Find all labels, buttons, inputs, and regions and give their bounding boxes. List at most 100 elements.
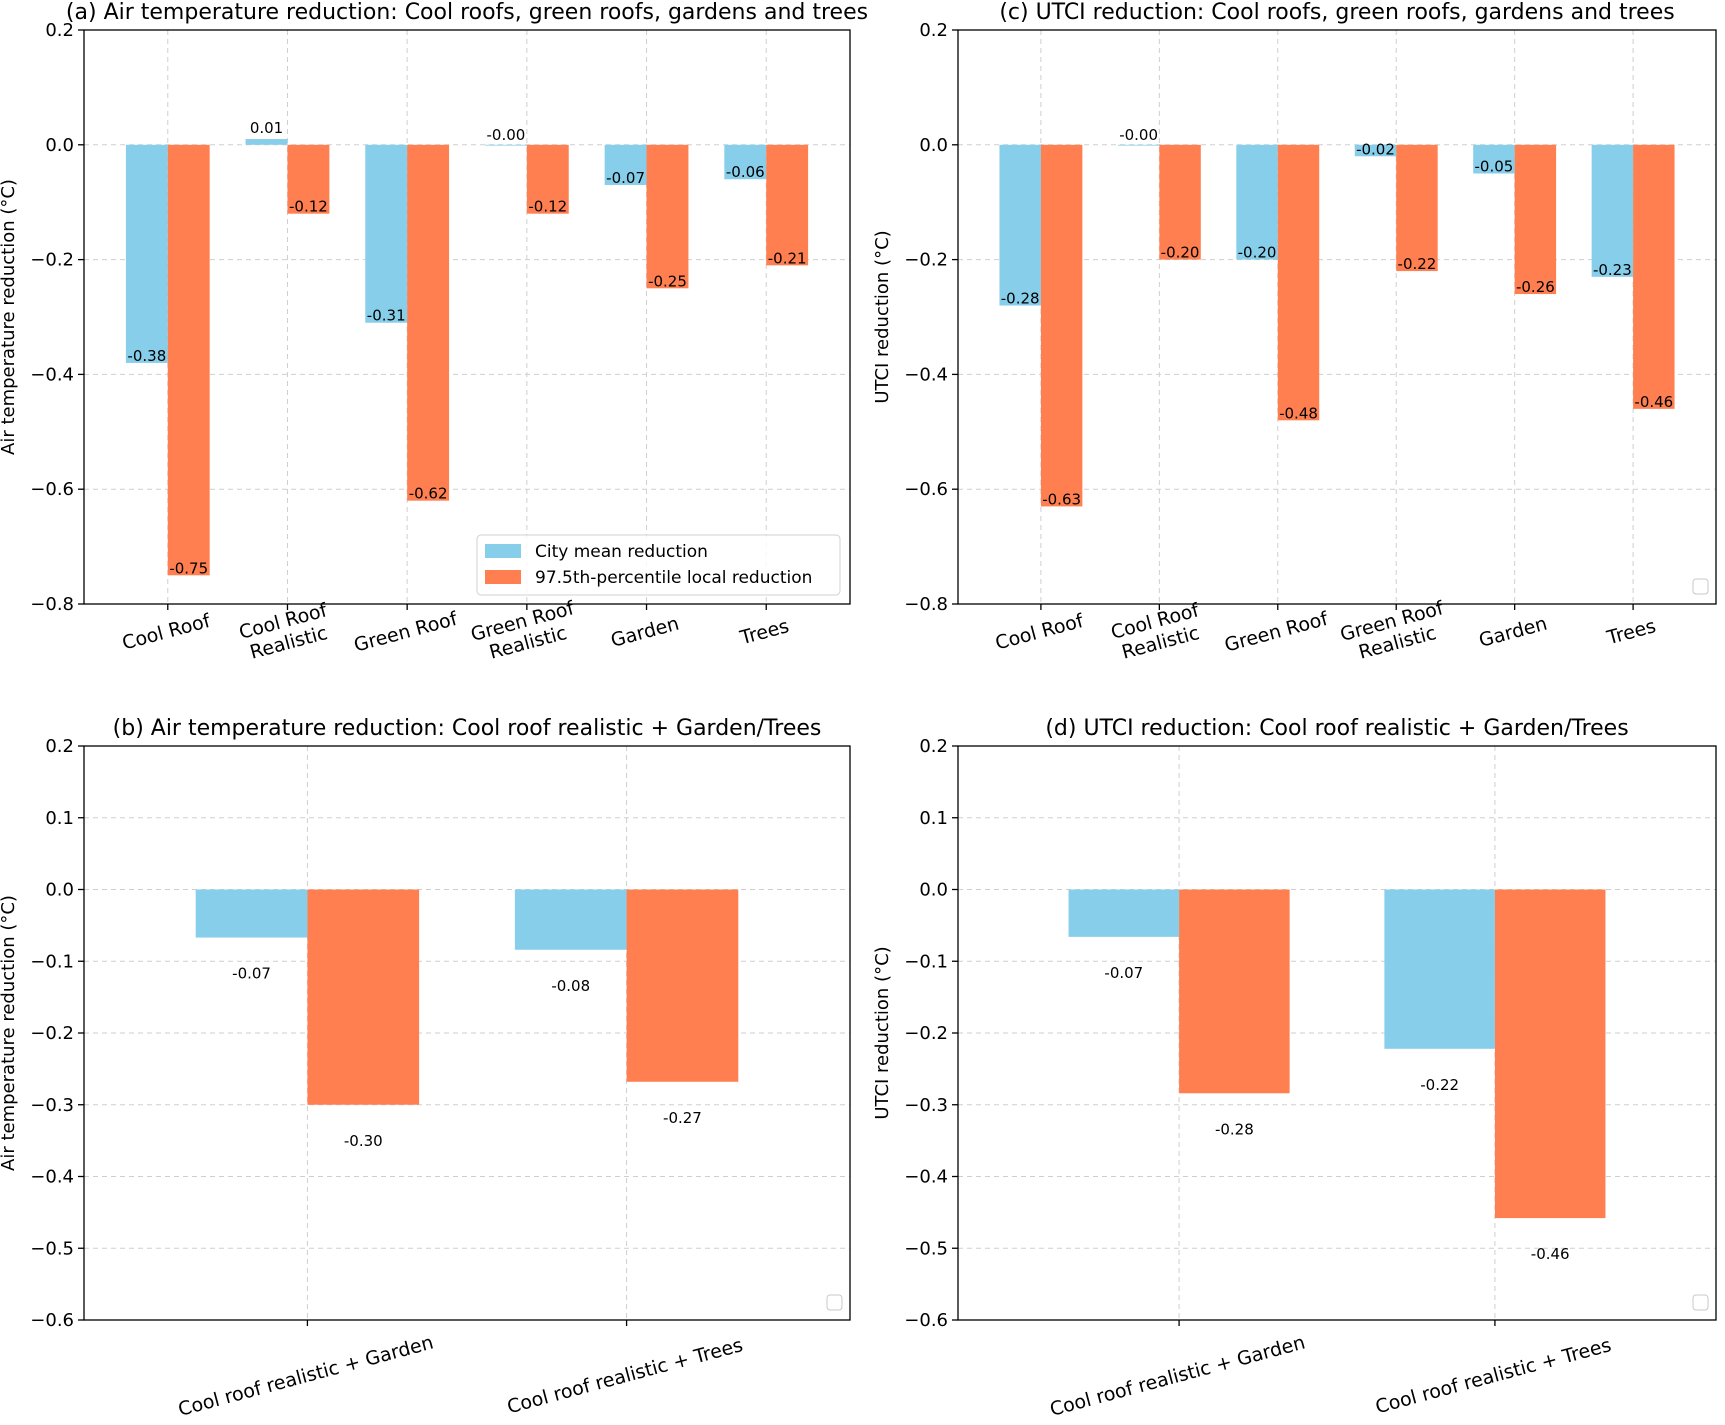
- y-tick-label: −0.8: [30, 594, 74, 615]
- data-label: 0.01: [250, 119, 283, 137]
- legend-box: [1692, 1294, 1709, 1311]
- y-tick-label: −0.6: [30, 1310, 74, 1331]
- bar-series-1: [1117, 144, 1160, 146]
- y-tick-label: 0.0: [45, 135, 74, 156]
- bar-series-2: [1633, 144, 1675, 409]
- bar-series-1: [1068, 889, 1180, 937]
- bar-series-1: [1591, 144, 1634, 277]
- data-label: -0.05: [1475, 158, 1514, 176]
- bar-series-1: [1236, 144, 1278, 260]
- bar-series-1: [1473, 144, 1515, 174]
- legend-label: 97.5th-percentile local reduction: [535, 568, 812, 588]
- bar-series-2: [167, 144, 210, 576]
- data-label: -0.26: [1516, 278, 1555, 296]
- chart-title: (b) Air temperature reduction: Cool roof…: [113, 716, 822, 741]
- x-tick-label-group: Cool Roof: [120, 610, 214, 655]
- y-tick-label: −0.1: [30, 951, 74, 972]
- x-tick-label-group: Cool roof realistic + Trees: [1373, 1334, 1613, 1418]
- data-label: -0.21: [768, 249, 807, 267]
- bar-series-2: [526, 144, 569, 214]
- x-tick-label-group: Cool roof realistic + Garden: [1048, 1332, 1308, 1421]
- chart-title: (d) UTCI reduction: Cool roof realistic …: [1045, 716, 1628, 741]
- chart-title: (a) Air temperature reduction: Cool roof…: [66, 0, 868, 25]
- y-tick-label: −0.3: [904, 1095, 948, 1116]
- bar-series-2: [1396, 144, 1438, 272]
- x-tick-label-group: Cool Roof: [993, 610, 1087, 655]
- x-tick-label: Garden: [608, 613, 681, 652]
- data-label: -0.25: [648, 272, 687, 290]
- legend-label: City mean reduction: [535, 542, 708, 562]
- bar-series-1: [125, 144, 168, 363]
- data-label: -0.30: [344, 1132, 383, 1150]
- y-tick-label: −0.1: [904, 951, 948, 972]
- bar-series-1: [484, 144, 527, 146]
- y-tick-label: −0.2: [904, 1023, 948, 1044]
- bar-series-1: [245, 139, 288, 145]
- y-tick-label: −0.4: [30, 364, 74, 385]
- data-label: -0.27: [663, 1109, 702, 1127]
- y-axis-label: UTCI reduction (°C): [872, 946, 893, 1119]
- y-tick-label: −0.4: [904, 364, 948, 385]
- x-tick-label: Trees: [737, 615, 791, 649]
- legend-box: [476, 534, 841, 596]
- y-tick-label: 0.2: [45, 736, 74, 757]
- y-tick-label: 0.2: [919, 736, 948, 757]
- bar-series-2: [287, 144, 330, 214]
- bar-series-1: [365, 144, 408, 323]
- y-tick-label: −0.6: [904, 1310, 948, 1331]
- x-tick-label: Cool Roof: [120, 610, 214, 655]
- bar-series-1: [195, 889, 308, 938]
- data-label: -0.12: [289, 198, 328, 216]
- panel-d: -0.07 -0.22 -0.28 -0.46 0.2 0.1 0.0 −0.1 −0.2 −0.…: [872, 716, 1717, 1421]
- y-tick-label: −0.2: [30, 250, 74, 271]
- data-label: -0.22: [1420, 1076, 1459, 1094]
- legend-swatch: [485, 544, 521, 558]
- data-label: -0.07: [1104, 964, 1143, 982]
- data-label: -0.08: [551, 977, 590, 995]
- bar-series-2: [766, 144, 809, 266]
- bar-series-2: [307, 889, 420, 1105]
- x-tick-label-group: Garden: [608, 613, 681, 652]
- bar-series-2: [646, 144, 689, 289]
- data-label: -0.00: [486, 126, 525, 144]
- bar-series-1: [1354, 144, 1397, 157]
- x-tick-label-group: Cool roof realistic + Trees: [505, 1334, 745, 1418]
- y-tick-label: 0.0: [919, 880, 948, 901]
- data-label: -0.20: [1238, 244, 1277, 262]
- data-label: -0.22: [1398, 255, 1437, 273]
- bar-series-2: [1179, 889, 1290, 1094]
- y-tick-label: −0.8: [904, 594, 948, 615]
- bar-series-2: [626, 889, 739, 1082]
- x-tick-label: Cool roof realistic + Garden: [1048, 1332, 1308, 1421]
- y-tick-label: −0.2: [30, 1023, 74, 1044]
- data-label: -0.12: [528, 198, 567, 216]
- bar-series-2: [1040, 144, 1083, 507]
- data-label: -0.06: [726, 163, 765, 181]
- panel-c: -0.28 -0.00 -0.20 -0.02 -0.05 -0.23 -0.63 -0.20…: [872, 0, 1717, 664]
- data-label: -0.46: [1634, 393, 1673, 411]
- bar-series-2: [1277, 144, 1320, 421]
- bar-series-1: [604, 144, 647, 185]
- legend-box: [1692, 578, 1709, 595]
- y-tick-label: 0.2: [45, 20, 74, 41]
- chart-title: (c) UTCI reduction: Cool roofs, green ro…: [999, 0, 1674, 25]
- x-tick-label-group: Trees: [737, 615, 791, 649]
- x-tick-label-group: Garden: [1477, 613, 1550, 652]
- y-tick-label: −0.5: [904, 1238, 948, 1259]
- y-tick-label: −0.6: [904, 479, 948, 500]
- bar-series-2: [1514, 144, 1557, 295]
- data-label: -0.62: [409, 485, 448, 503]
- x-tick-label: Green Roof: [1222, 608, 1331, 657]
- data-label: -0.23: [1593, 261, 1632, 279]
- x-tick-label: Cool roof realistic + Trees: [1373, 1334, 1613, 1418]
- x-tick-label-group: Green Roof: [1222, 608, 1331, 657]
- data-label: -0.63: [1042, 490, 1081, 508]
- x-tick-label: Cool roof realistic + Garden: [176, 1332, 436, 1421]
- bar-series-1: [724, 144, 767, 180]
- data-label: -0.07: [606, 169, 645, 187]
- bar-series-1: [999, 144, 1041, 306]
- y-axis-label: Air temperature reduction (°C): [0, 179, 19, 455]
